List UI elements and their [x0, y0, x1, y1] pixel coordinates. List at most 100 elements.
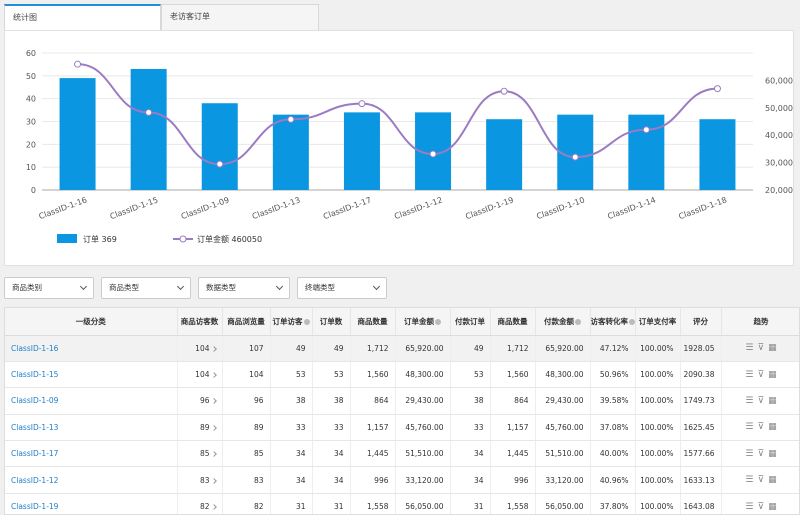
column-header[interactable]: 付款订单 [450, 308, 491, 336]
product-category-select-label: 商品类别 [12, 283, 42, 292]
filter-icon[interactable]: ⊽ [757, 475, 765, 486]
cell-value: 1,558 [367, 502, 389, 512]
cell-value: 50.96% [599, 370, 629, 380]
table-row[interactable]: ClassID-1-13 89 89 33 33 1,157 45,760.00 33 1,15… [5, 414, 799, 442]
column-header[interactable]: 订单支付率 [635, 308, 681, 336]
cell-value: 33,120.00 [405, 475, 444, 485]
product-type-select[interactable]: 商品类型 [101, 277, 191, 299]
table-row[interactable]: ClassID-1-12 83 83 34 34 996 33,120.00 34 996 33,… [5, 466, 799, 494]
table-cell: 96 [222, 387, 271, 415]
column-header[interactable]: 访客转化率 [590, 308, 636, 336]
column-header[interactable]: 订单数 [312, 308, 351, 336]
line-point [216, 160, 224, 168]
table-cell: 45,760.00 [535, 414, 591, 442]
column-header[interactable]: 商品访客数 [177, 308, 223, 336]
filter-icon[interactable]: ⊽ [757, 501, 765, 512]
table-row[interactable]: ClassID-1-09 96 96 38 38 864 29,430.00 38 864 29,… [5, 387, 799, 415]
data-table-container: 一级分类 商品访客数 商品浏览量 订单访客 订单数 商品数量 订单金额 付款订单 商品数量 付款金… [4, 307, 800, 515]
help-icon[interactable] [303, 318, 310, 325]
cell-value: 100.00% [640, 370, 674, 380]
table-row[interactable]: ClassID-1-15 104 104 53 53 1,560 48,300.00 53 1,… [5, 361, 799, 389]
cell-value: ClassID-1-19 [11, 502, 59, 512]
category-link[interactable]: ClassID-1-19 [5, 493, 178, 514]
list-icon[interactable]: ☰ [745, 448, 754, 459]
category-link[interactable]: ClassID-1-15 [5, 361, 178, 389]
list-icon[interactable]: ☰ [745, 369, 754, 380]
table-cell: 104 [177, 361, 223, 389]
chevron-right-icon[interactable] [210, 504, 217, 510]
filter-icon[interactable]: ⊽ [757, 448, 765, 459]
cell-value: 96 [253, 396, 264, 406]
cell-value: 56,050.00 [545, 502, 584, 512]
column-header-label: 商品数量 [357, 316, 388, 326]
column-header-label: 订单访客 [272, 316, 303, 326]
filter-icon[interactable]: ⊽ [757, 395, 765, 406]
column-header[interactable]: 订单访客 [270, 308, 313, 336]
filter-icon[interactable]: ⊽ [757, 369, 765, 380]
chevron-right-icon[interactable] [210, 477, 217, 484]
cell-value: 85 [199, 449, 210, 459]
cell-value: 34 [295, 449, 306, 459]
category-link[interactable]: ClassID-1-13 [5, 414, 178, 442]
table-cell: 40.96% [590, 466, 636, 494]
category-stats-table: 一级分类 商品访客数 商品浏览量 订单访客 订单数 商品数量 订单金额 付款订单 商品数量 付款金… [5, 308, 799, 514]
filter-icon[interactable]: ⊽ [757, 422, 765, 433]
calendar-icon[interactable]: ▦ [768, 448, 777, 459]
cell-value: 40.96% [599, 475, 629, 485]
list-icon[interactable]: ☰ [745, 475, 754, 486]
cell-value: 100.00% [640, 422, 674, 432]
bar [557, 114, 594, 190]
category-link[interactable]: ClassID-1-17 [5, 440, 178, 468]
chevron-right-icon[interactable] [210, 345, 217, 352]
column-header-label: 订单支付率 [638, 316, 677, 326]
table-cell: 1643.08 [680, 493, 722, 514]
chevron-down-icon [79, 282, 88, 291]
table-cell: 45,760.00 [395, 414, 451, 442]
chevron-right-icon[interactable] [210, 425, 217, 431]
bar [59, 78, 96, 190]
cell-value: 53 [333, 370, 344, 380]
column-header[interactable]: 商品数量 [350, 308, 396, 336]
help-icon[interactable] [629, 318, 634, 325]
calendar-icon[interactable]: ▦ [768, 475, 777, 486]
help-icon[interactable] [575, 318, 581, 325]
y-tick-label: 60 [26, 49, 36, 58]
trend-actions: ☰ ⊽ ▦ [721, 387, 799, 415]
column-header[interactable]: 评分 [680, 308, 722, 336]
filter-icon[interactable]: ⊽ [757, 343, 765, 354]
category-link[interactable]: ClassID-1-12 [5, 466, 178, 494]
tab-statistics-chart[interactable]: 统计图 [4, 4, 161, 31]
table-row[interactable]: ClassID-1-16 104 107 49 49 1,712 65,920.00 49 1,… [5, 335, 799, 362]
cell-value: 1928.05 [683, 343, 715, 353]
y2-tick-label: 60,000 [765, 76, 793, 85]
calendar-icon[interactable]: ▦ [768, 395, 777, 406]
calendar-icon[interactable]: ▦ [768, 422, 777, 433]
column-header[interactable]: 付款金额 [535, 308, 591, 336]
table-row[interactable]: ClassID-1-19 82 82 31 31 1,558 56,050.00 31 1,55… [5, 493, 799, 514]
list-icon[interactable]: ☰ [745, 422, 754, 433]
cell-value: 1,560 [367, 370, 389, 380]
cell-value: ClassID-1-13 [11, 422, 59, 432]
tab-returning-visitor-orders[interactable]: 老访客订单 [161, 4, 319, 30]
table-cell: 51,510.00 [535, 440, 591, 468]
calendar-icon[interactable]: ▦ [768, 343, 777, 354]
help-icon[interactable] [435, 318, 441, 325]
chevron-right-icon[interactable] [210, 372, 217, 378]
calendar-icon[interactable]: ▦ [768, 501, 777, 512]
column-header[interactable]: 商品浏览量 [222, 308, 271, 336]
column-header[interactable]: 商品数量 [490, 308, 536, 336]
table-row[interactable]: ClassID-1-17 85 85 34 34 1,445 51,510.00 34 1,44… [5, 440, 799, 468]
bar [699, 119, 736, 190]
product-category-select[interactable]: 商品类别 [4, 277, 94, 299]
data-type-select[interactable]: 数据类型 [198, 277, 290, 299]
list-icon[interactable]: ☰ [745, 343, 754, 354]
chevron-right-icon[interactable] [210, 398, 217, 405]
category-link[interactable]: ClassID-1-09 [5, 387, 178, 415]
category-link[interactable]: ClassID-1-16 [5, 335, 178, 362]
chevron-right-icon[interactable] [210, 451, 217, 458]
terminal-type-select[interactable]: 终端类型 [297, 277, 387, 299]
list-icon[interactable]: ☰ [745, 501, 754, 512]
list-icon[interactable]: ☰ [745, 395, 754, 406]
calendar-icon[interactable]: ▦ [768, 369, 777, 380]
column-header[interactable]: 订单金额 [395, 308, 451, 336]
